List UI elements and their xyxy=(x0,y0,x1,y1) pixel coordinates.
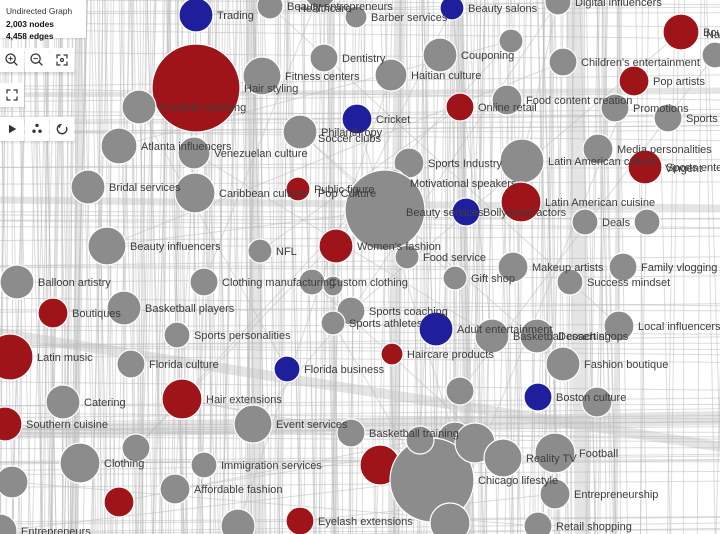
svg-text:Food content creation: Food content creation xyxy=(526,95,632,107)
svg-text:Boutiques: Boutiques xyxy=(72,308,121,320)
svg-text:Catering: Catering xyxy=(84,397,126,409)
svg-text:Haitian culture: Haitian culture xyxy=(411,70,481,82)
svg-text:Venezuelan culture: Venezuelan culture xyxy=(214,148,308,160)
svg-text:Pop Culture: Pop Culture xyxy=(318,188,376,200)
svg-text:Basketball training: Basketball training xyxy=(369,428,459,440)
svg-text:Beauty influencers: Beauty influencers xyxy=(130,241,221,253)
svg-text:Promotions: Promotions xyxy=(633,103,689,115)
svg-text:NFL: NFL xyxy=(276,246,297,258)
svg-text:Florida culture: Florida culture xyxy=(149,359,219,371)
svg-text:Beauty services: Beauty services xyxy=(406,207,484,219)
svg-text:Couponing: Couponing xyxy=(461,50,514,62)
svg-text:Vingent: Vingent xyxy=(665,163,702,175)
svg-text:Latin American culture: Latin American culture xyxy=(548,156,657,168)
svg-text:Sports athletes: Sports athletes xyxy=(349,318,423,330)
svg-text:Motivational speakers: Motivational speakers xyxy=(410,178,517,190)
svg-text:Makeup artists: Makeup artists xyxy=(532,262,604,274)
svg-text:Retail shopping: Retail shopping xyxy=(556,521,632,533)
svg-text:Cricket: Cricket xyxy=(376,114,410,126)
svg-text:Clothing manufacturing: Clothing manufacturing xyxy=(222,277,335,289)
svg-text:Bridal services: Bridal services xyxy=(109,182,181,194)
svg-text:Media personalities: Media personalities xyxy=(617,144,712,156)
svg-text:Custom clothing: Custom clothing xyxy=(329,277,408,289)
svg-text:Fashion boutique: Fashion boutique xyxy=(584,359,668,371)
svg-text:Southern cuisine: Southern cuisine xyxy=(26,419,108,431)
svg-text:Deals: Deals xyxy=(602,217,631,229)
svg-text:Eyelash extensions: Eyelash extensions xyxy=(318,516,413,528)
svg-text:Bollywood actors: Bollywood actors xyxy=(483,207,567,219)
svg-text:Success mindset: Success mindset xyxy=(587,277,670,289)
svg-text:Affordable fashion: Affordable fashion xyxy=(194,484,282,496)
svg-text:Digital influencers: Digital influencers xyxy=(575,0,662,9)
svg-text:Hair extensions: Hair extensions xyxy=(206,394,282,406)
svg-text:Soccer clubs: Soccer clubs xyxy=(318,133,381,145)
svg-text:Sports personalities: Sports personalities xyxy=(194,330,291,342)
svg-text:Football coaching: Football coaching xyxy=(160,102,246,114)
svg-text:Latin music: Latin music xyxy=(37,352,93,364)
svg-text:Reality TV: Reality TV xyxy=(526,453,577,465)
svg-text:Hair styling: Hair styling xyxy=(244,83,298,95)
svg-text:Family vlogging: Family vlogging xyxy=(641,262,717,274)
svg-text:Event services: Event services xyxy=(276,419,348,431)
svg-text:Barber services: Barber services xyxy=(371,12,448,24)
svg-text:Food service: Food service xyxy=(423,252,486,264)
svg-text:Dessert shops: Dessert shops xyxy=(558,331,629,343)
svg-text:Entrepreneurs: Entrepreneurs xyxy=(21,526,91,534)
svg-text:Chicago lifestyle: Chicago lifestyle xyxy=(478,475,558,487)
svg-text:Pop artists: Pop artists xyxy=(653,76,705,88)
svg-text:Trading: Trading xyxy=(217,10,254,22)
svg-text:Dentistry: Dentistry xyxy=(342,53,386,65)
svg-text:Gift shop: Gift shop xyxy=(471,273,515,285)
svg-text:Fitness centers: Fitness centers xyxy=(285,71,360,83)
svg-text:Sports coaching: Sports coaching xyxy=(369,306,448,318)
svg-text:Local influencers: Local influencers xyxy=(638,321,720,333)
svg-text:Balloon artistry: Balloon artistry xyxy=(38,277,111,289)
svg-text:Children's entertainment: Children's entertainment xyxy=(581,57,700,69)
svg-text:Entrepreneurship: Entrepreneurship xyxy=(574,489,658,501)
svg-text:Beauty salons: Beauty salons xyxy=(468,3,538,15)
svg-text:Sports: Sports xyxy=(686,113,718,125)
svg-text:Clothing: Clothing xyxy=(104,458,144,470)
svg-text:Basketball players: Basketball players xyxy=(145,303,235,315)
svg-text:Football: Football xyxy=(579,448,618,460)
svg-text:Immigration services: Immigration services xyxy=(221,460,322,472)
svg-text:Na: Na xyxy=(706,29,720,41)
svg-text:Boston culture: Boston culture xyxy=(556,392,626,404)
svg-text:Sports Industry: Sports Industry xyxy=(428,158,502,170)
svg-text:Haircare products: Haircare products xyxy=(407,349,494,361)
svg-text:Caribbean culture: Caribbean culture xyxy=(219,188,306,200)
svg-text:Florida business: Florida business xyxy=(304,364,385,376)
